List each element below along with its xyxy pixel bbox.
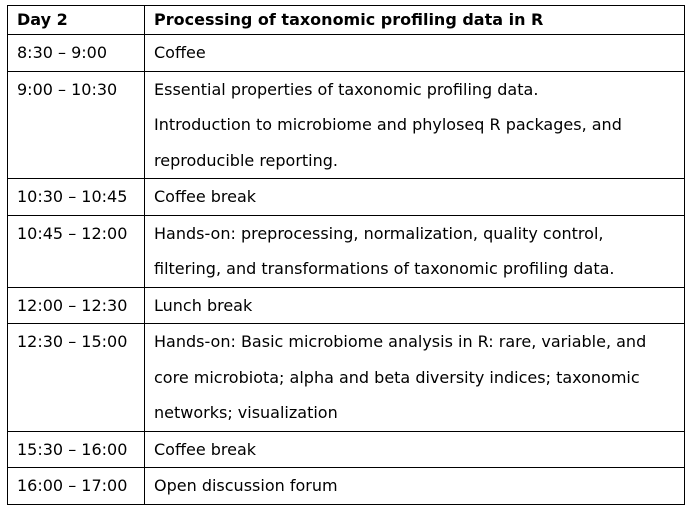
table-row: 16:00 – 17:00 Open discussion forum <box>7 467 685 505</box>
description-cell: Hands-on: preprocessing, normalization, … <box>144 214 685 288</box>
table-row: 8:30 – 9:00 Coffee <box>7 34 685 72</box>
time-cell: 10:30 – 10:45 <box>7 178 145 216</box>
description-line: Essential properties of taxonomic profil… <box>154 79 539 99</box>
description-line: reproducible reporting. <box>154 150 339 170</box>
description-cell: Coffee break <box>144 430 685 468</box>
description-cell: Essential properties of taxonomic profil… <box>144 70 685 179</box>
description-line: networks; visualization <box>154 403 338 422</box>
description-line: Coffee <box>154 43 206 62</box>
description-cell: Hands-on: Basic microbiome analysis in R… <box>144 323 685 432</box>
description-line: Open discussion forum <box>154 476 338 495</box>
schedule-table: Day 2 Processing of taxonomic profiling … <box>7 5 685 505</box>
table-row: 15:30 – 16:00 Coffee break <box>7 430 685 468</box>
description-line: Hands-on: Basic microbiome analysis in R… <box>154 332 647 351</box>
table-header-row: Day 2 Processing of taxonomic profiling … <box>7 5 685 35</box>
description-line: filtering, and transformations of taxono… <box>154 259 615 278</box>
time-cell: 15:30 – 16:00 <box>7 430 145 468</box>
description-cell: Coffee break <box>144 178 685 216</box>
table-row: 9:00 – 10:30 Essential properties of tax… <box>7 70 685 179</box>
time-cell: 16:00 – 17:00 <box>7 467 145 505</box>
time-cell: 12:00 – 12:30 <box>7 286 145 324</box>
description-line: Coffee break <box>154 187 257 206</box>
time-cell: 8:30 – 9:00 <box>7 34 145 72</box>
description-line: Lunch break <box>154 295 253 315</box>
description-line: core microbiota; alpha and beta diversit… <box>154 367 640 387</box>
description-cell: Lunch break <box>144 286 685 324</box>
description-cell: Coffee <box>144 34 685 72</box>
table-row: 12:00 – 12:30 Lunch break <box>7 286 685 324</box>
time-cell: 9:00 – 10:30 <box>7 70 145 179</box>
description-cell: Open discussion forum <box>144 467 685 505</box>
description-line: Hands-on: preprocessing, normalization, … <box>154 223 604 243</box>
description-line: Coffee break <box>154 439 257 459</box>
table-row: 10:30 – 10:45 Coffee break <box>7 178 685 216</box>
time-cell: 12:30 – 15:00 <box>7 323 145 432</box>
table-row: 10:45 – 12:00 Hands-on: preprocessing, n… <box>7 214 685 288</box>
session-title-heading: Processing of taxonomic profiling data i… <box>144 5 685 35</box>
description-line: Introduction to microbiome and phyloseq … <box>154 115 622 134</box>
time-cell: 10:45 – 12:00 <box>7 214 145 288</box>
table-row: 12:30 – 15:00 Hands-on: Basic microbiome… <box>7 323 685 432</box>
day-heading: Day 2 <box>7 5 145 35</box>
